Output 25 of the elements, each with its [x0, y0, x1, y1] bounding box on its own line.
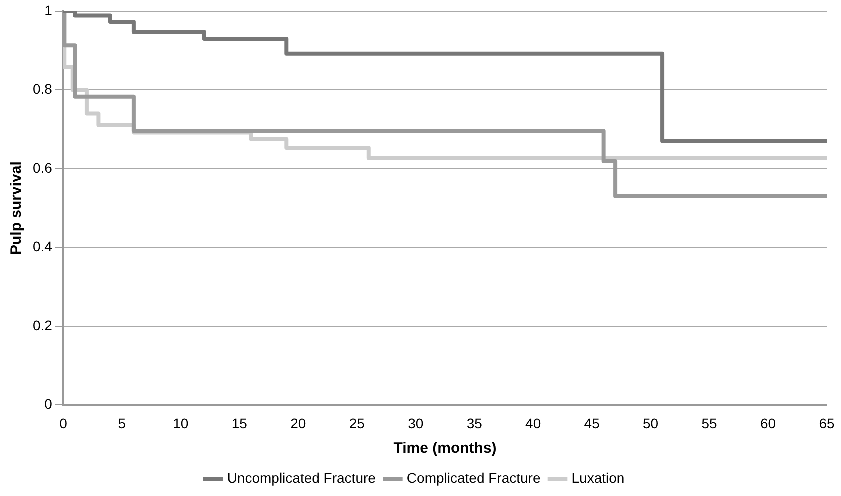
legend-label: Complicated Fracture: [406, 470, 541, 486]
y-tick-label: 0.4: [32, 238, 53, 255]
x-tick-label: 45: [584, 415, 600, 432]
x-tick-label: 55: [702, 415, 718, 432]
x-tick-label: 0: [60, 415, 68, 432]
y-tick-label: 0.6: [32, 160, 53, 176]
x-tick-label: 25: [349, 415, 366, 432]
x-tick-label: 40: [526, 415, 542, 432]
y-axis-title: Pulp survival: [8, 162, 26, 255]
x-axis-title: Time (months): [394, 440, 497, 458]
y-tick-label: 0.8: [32, 81, 53, 98]
legend-label: Luxation: [572, 470, 625, 486]
x-tick-label: 5: [118, 415, 126, 432]
x-tick-label: 65: [819, 415, 835, 432]
x-tick-label: 60: [760, 415, 776, 432]
x-tick-label: 30: [408, 415, 424, 432]
legend-label: Uncomplicated Fracture: [227, 470, 376, 486]
x-tick-label: 10: [173, 415, 189, 432]
x-tick-label: 15: [232, 415, 248, 432]
y-tick-label: 0: [44, 396, 53, 412]
y-tick-label: 1: [44, 2, 53, 18]
x-tick-label: 50: [643, 415, 659, 432]
y-tick-label: 0.2: [32, 317, 53, 334]
x-tick-label: 20: [290, 415, 306, 432]
x-tick-label: 35: [466, 415, 483, 432]
